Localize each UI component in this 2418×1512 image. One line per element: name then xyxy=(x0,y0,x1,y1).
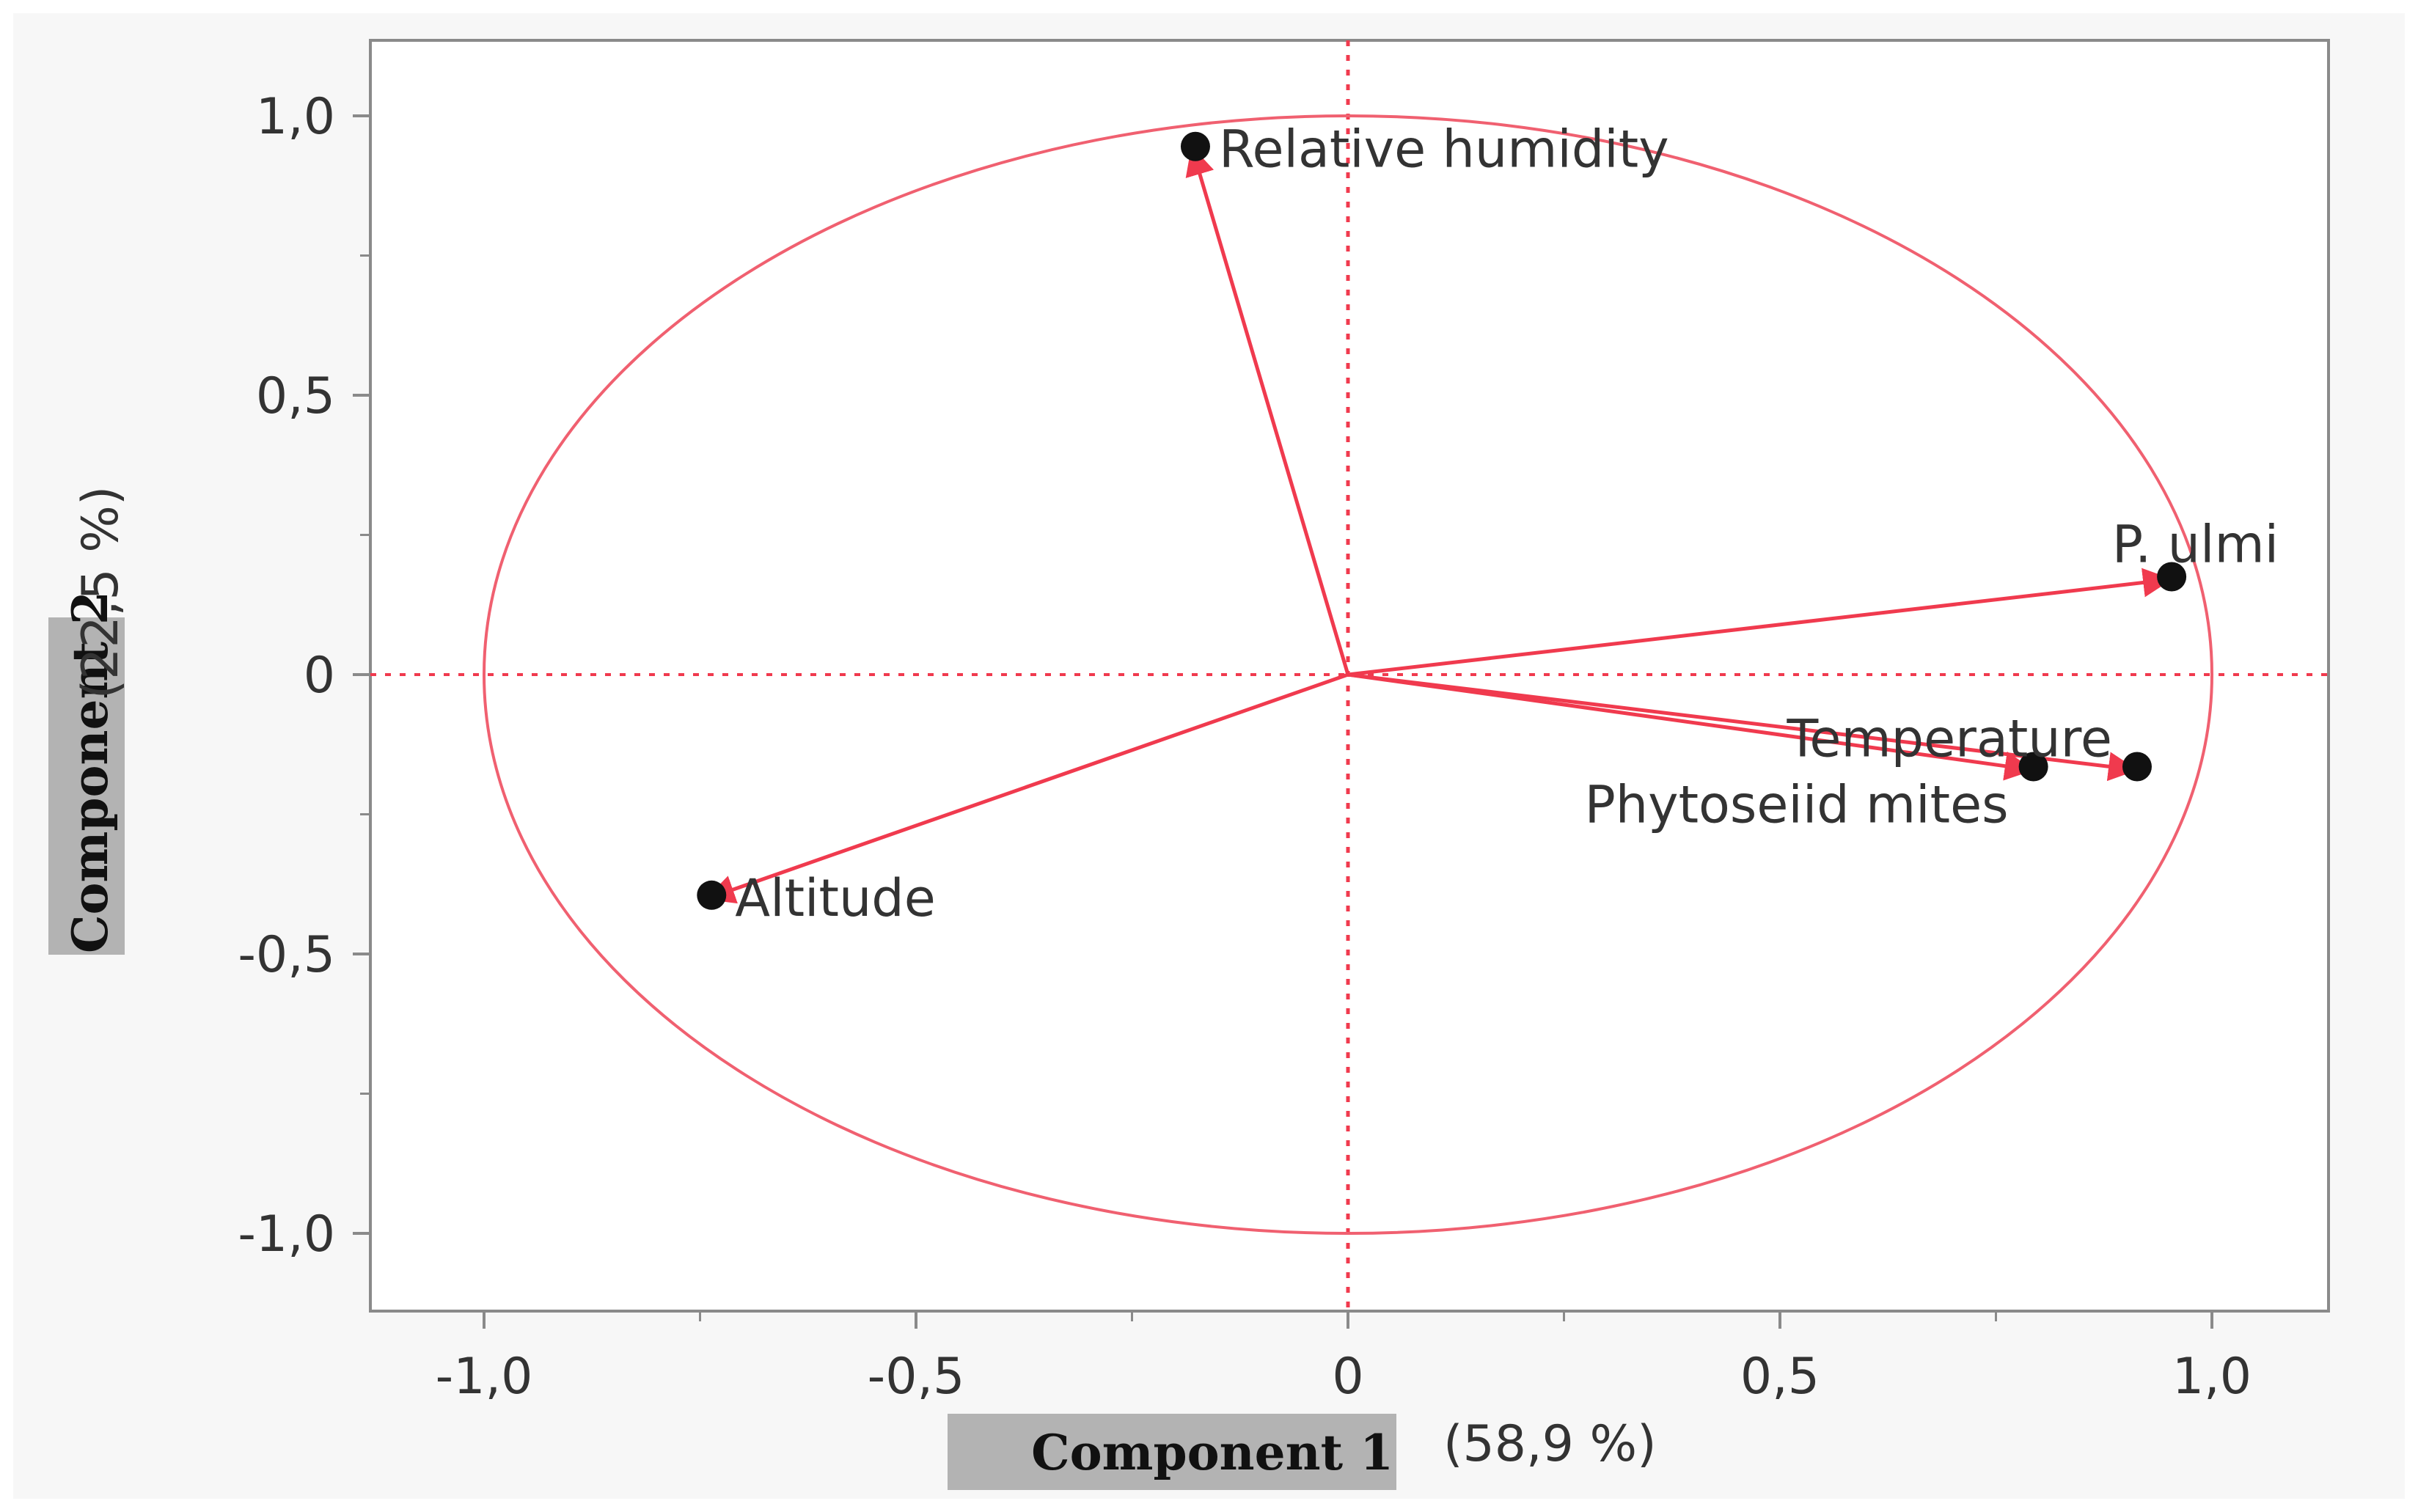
x-axis-title-box xyxy=(948,1414,1396,1490)
loading-arrow xyxy=(1185,145,1350,675)
y-tick-label: -0,5 xyxy=(238,926,335,984)
loading-point xyxy=(1180,131,1210,161)
y-tick-label: 0,5 xyxy=(256,367,335,425)
x-tick-label: 1,0 xyxy=(2172,1348,2252,1406)
x-axis-title: Component 1 xyxy=(1031,1424,1393,1481)
loading-arrow xyxy=(1347,568,2173,677)
y-axis-percent: (22,5 %) xyxy=(72,486,130,700)
loading-vectors xyxy=(697,131,2187,910)
variable-label: Phytoseiid mites xyxy=(1585,775,2009,835)
loading-point xyxy=(2122,752,2152,782)
variable-label: P. ulmi xyxy=(2112,514,2279,574)
x-tick-label: -1,0 xyxy=(436,1348,533,1406)
loading-point xyxy=(2157,562,2187,592)
loading-arrow xyxy=(705,672,1349,904)
loading-arrow xyxy=(1347,672,2034,781)
y-tick-label: -1,0 xyxy=(238,1205,335,1263)
y-axis-title: Component 2 xyxy=(62,591,119,953)
x-axis-percent: (58,9 %) xyxy=(1443,1415,1657,1473)
x-tick-label: -0,5 xyxy=(868,1348,965,1406)
axes: -1,0 -0,5 0 0,5 1,0 1,0 0,5 0 -0,5 -1,0 xyxy=(238,88,2252,1406)
x-tick-label: 0,5 xyxy=(1740,1348,1820,1406)
loading-point xyxy=(697,880,727,910)
y-tick-label: 1,0 xyxy=(256,88,335,146)
axis-titles: Component 1 (58,9 %) Component 2 (22,5 %… xyxy=(48,486,1657,1490)
y-axis-title-box xyxy=(48,617,125,955)
unit-circle-group xyxy=(483,114,2213,1235)
unit-circle xyxy=(483,114,2213,1235)
loading-point xyxy=(2018,752,2048,782)
variable-label: Relative humidity xyxy=(1219,120,1669,180)
variable-labels: Relative humidity P. ulmi TemperaturePhyto… xyxy=(735,120,2279,928)
variable-label: Temperature xyxy=(1787,709,2112,769)
x-tick-label: 0 xyxy=(1332,1348,1363,1406)
variable-label: Altitude xyxy=(735,868,936,928)
y-tick-label: 0 xyxy=(304,647,335,705)
